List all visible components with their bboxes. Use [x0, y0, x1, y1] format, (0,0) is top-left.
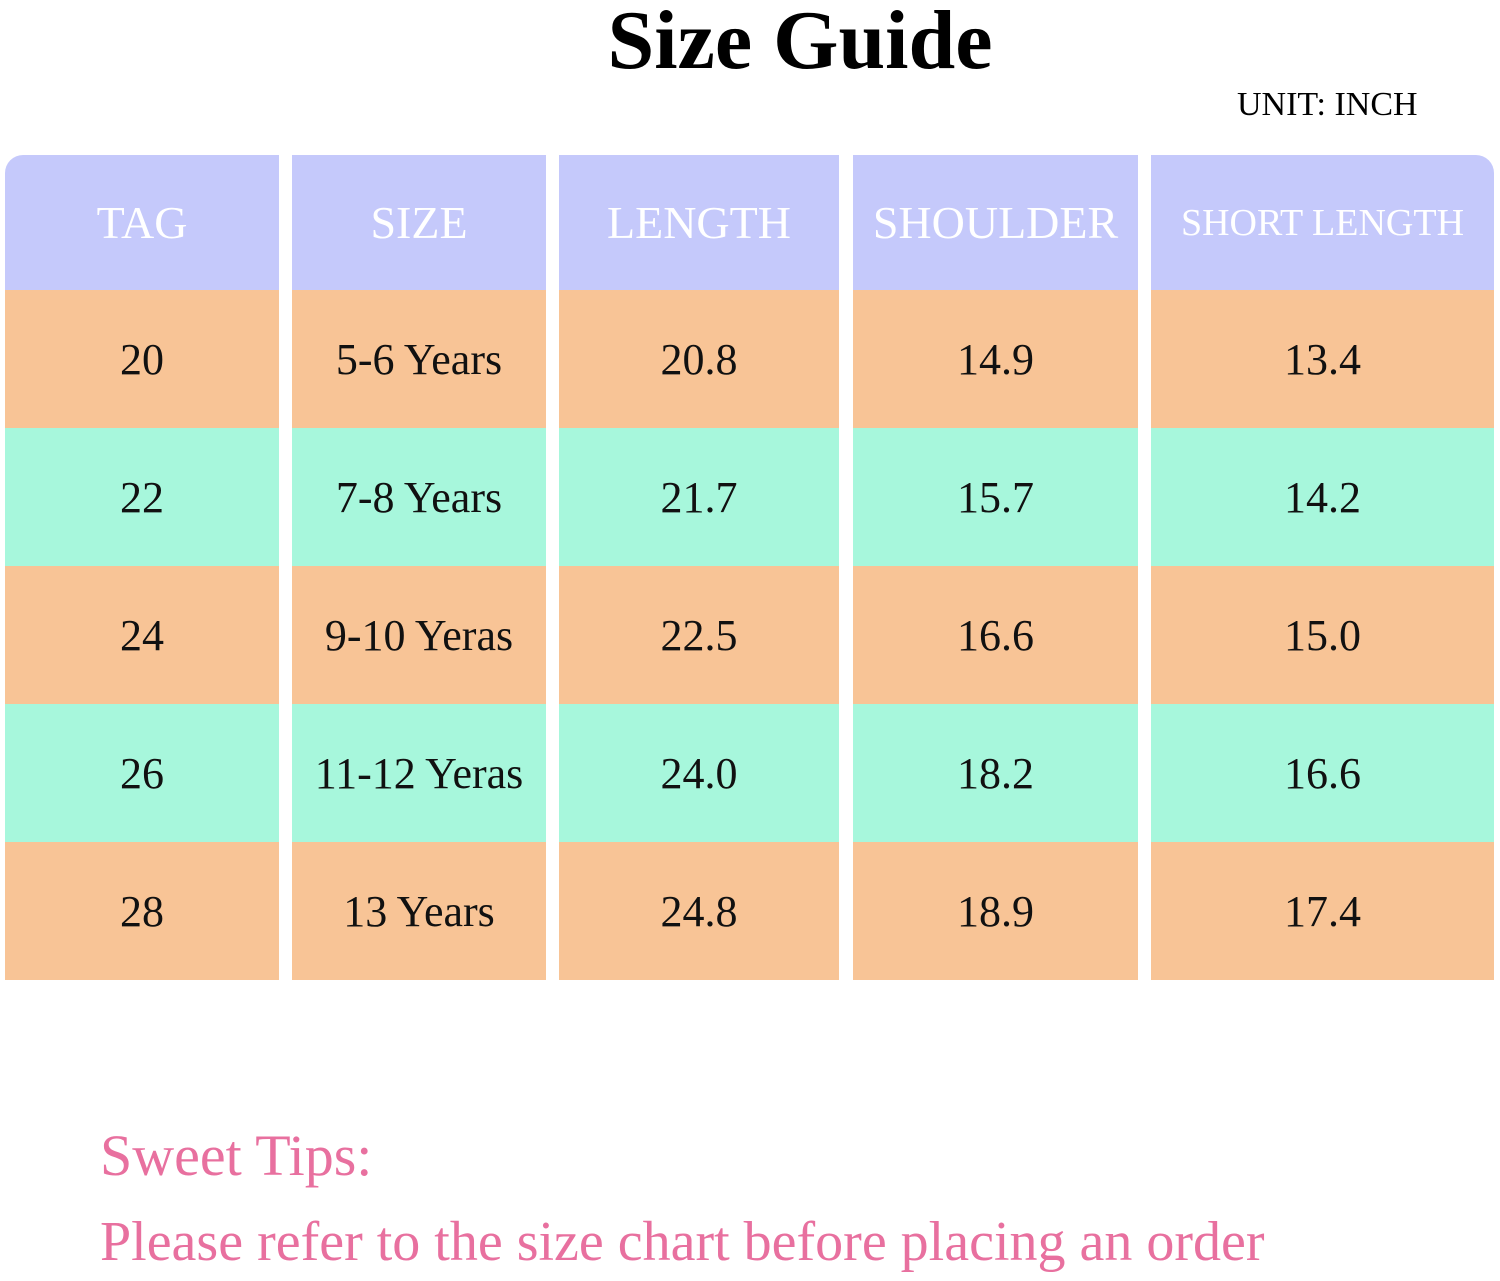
table-cell: 13.4: [1151, 290, 1494, 428]
table-cell: 14.2: [1151, 428, 1494, 566]
table-cell: 9-10 Yeras: [292, 566, 546, 704]
table-cell: 22.5: [559, 566, 839, 704]
table-cell: 22: [5, 428, 279, 566]
column-header: SHORT LENGTH: [1151, 155, 1494, 290]
table-cell: 14.9: [853, 290, 1138, 428]
tips-heading: Sweet Tips:: [100, 1123, 373, 1188]
table-cell: 21.7: [559, 428, 839, 566]
table-cell: 16.6: [853, 566, 1138, 704]
table-cell: 20.8: [559, 290, 839, 428]
column-header: TAG: [5, 155, 279, 290]
table-cell: 18.9: [853, 842, 1138, 980]
table-cell: 15.7: [853, 428, 1138, 566]
column-header: SIZE: [292, 155, 546, 290]
table-cell: 17.4: [1151, 842, 1494, 980]
table-cell: 24.8: [559, 842, 839, 980]
table-cell: 18.2: [853, 704, 1138, 842]
column-header: SHOULDER: [853, 155, 1138, 290]
page-title: Size Guide: [607, 0, 993, 87]
table-cell: 16.6: [1151, 704, 1494, 842]
table-cell: 24: [5, 566, 279, 704]
table-cell: 20: [5, 290, 279, 428]
table-cell: 5-6 Years: [292, 290, 546, 428]
table-cell: 26: [5, 704, 279, 842]
column-header: LENGTH: [559, 155, 839, 290]
table-cell: 13 Years: [292, 842, 546, 980]
table-cell: 7-8 Years: [292, 428, 546, 566]
unit-label: UNIT: INCH: [1237, 86, 1418, 123]
tips-text: Please refer to the size chart before pl…: [100, 1211, 1265, 1273]
table-cell: 15.0: [1151, 566, 1494, 704]
table-cell: 24.0: [559, 704, 839, 842]
table-cell: 11-12 Yeras: [292, 704, 546, 842]
table-cell: 28: [5, 842, 279, 980]
